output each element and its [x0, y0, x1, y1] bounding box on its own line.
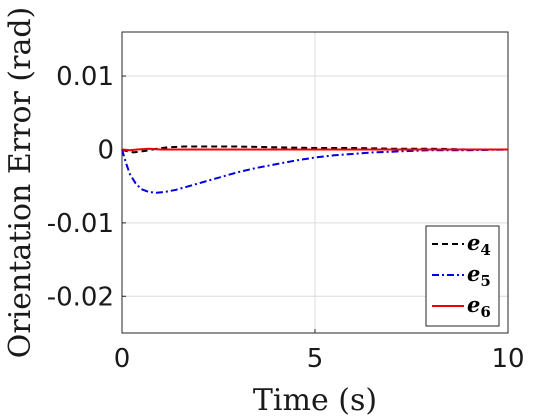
- legend-label: e4: [467, 230, 491, 259]
- x-tick-label: 10: [491, 344, 524, 374]
- axis-ticks: 0 5 10 -0.02 -0.01 0 0.01: [47, 62, 525, 374]
- y-tick-label: -0.02: [47, 282, 114, 312]
- x-axis-title: Time (s): [253, 383, 377, 418]
- y-tick-label: 0.01: [56, 62, 114, 92]
- legend-label: e6: [467, 292, 491, 321]
- series-line-e6: [121, 147, 508, 152]
- series-line-e5: [121, 148, 509, 194]
- y-tick-label: 0: [97, 135, 114, 165]
- legend-label: e5: [467, 261, 491, 290]
- y-tick-label: -0.01: [47, 209, 114, 239]
- series-layer: [121, 145, 509, 194]
- y-axis-title: Orientation Error (rad): [3, 7, 38, 358]
- x-tick-label: 5: [307, 344, 324, 374]
- x-tick-label: 0: [114, 344, 131, 374]
